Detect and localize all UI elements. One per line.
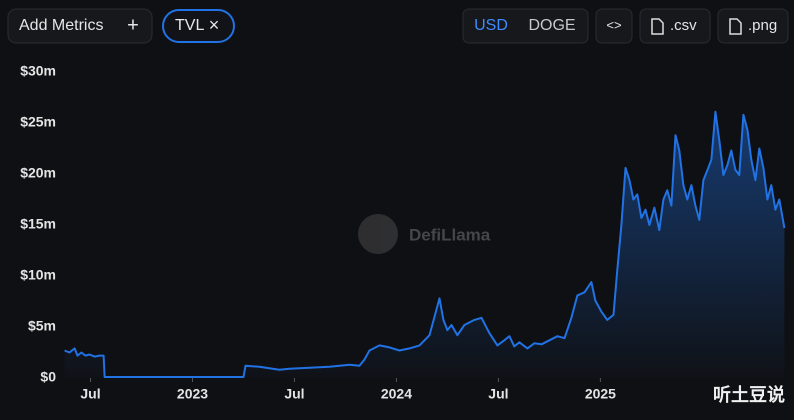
y-tick-label: $15m [20,216,56,232]
x-tick-label: Jul [284,386,304,402]
x-tick-label: Jul [488,386,508,402]
embed-button[interactable]: <> [595,8,633,44]
x-tick-label: 2023 [177,386,208,402]
button-label: .png [748,17,777,34]
toggle-bg [462,8,589,44]
embed-icon: <> [606,17,621,32]
author-watermark: 听土豆说 [713,384,785,405]
button-bg [7,8,153,44]
csv-button[interactable]: .csv [639,8,711,44]
add-metrics-button[interactable]: Add Metrics + [7,8,153,44]
pill-label: TVL [175,17,204,34]
tvl-line [64,110,786,378]
currency-usd[interactable]: USD [474,17,508,34]
y-tick-label: $0 [40,369,56,385]
add-icon: + [127,14,139,36]
remove-icon[interactable]: × [209,15,220,35]
area-fill [64,111,785,379]
tvl-pill[interactable]: TVL × [162,9,235,43]
x-tick-label: 2024 [381,386,412,402]
currency-doge[interactable]: DOGE [528,17,575,34]
png-button[interactable]: .png [717,8,789,44]
currency-toggle: USD DOGE [462,8,589,44]
y-tick-label: $20m [20,165,56,181]
y-tick-label: $5m [28,318,56,334]
logo [358,214,398,254]
y-tick-label: $25m [20,114,56,130]
pill-bg [162,9,235,43]
button-label: Add Metrics [19,17,103,34]
plot: $0 $5m $10m $15m $20m $25m $30m Jul 2023 Jul 2024 J… [20,63,786,402]
watermark-text: DefiLlama [409,225,491,244]
button-bg [595,8,633,44]
defillama-watermark: DefiLlama [358,214,491,254]
y-tick-label: $30m [20,63,56,79]
file-icon [729,18,742,35]
button-label: .csv [670,17,697,34]
x-tick-label: Jul [80,386,100,402]
y-tick-label: $10m [20,267,56,283]
file-icon [651,18,664,35]
x-tick-label: 2025 [585,386,616,402]
